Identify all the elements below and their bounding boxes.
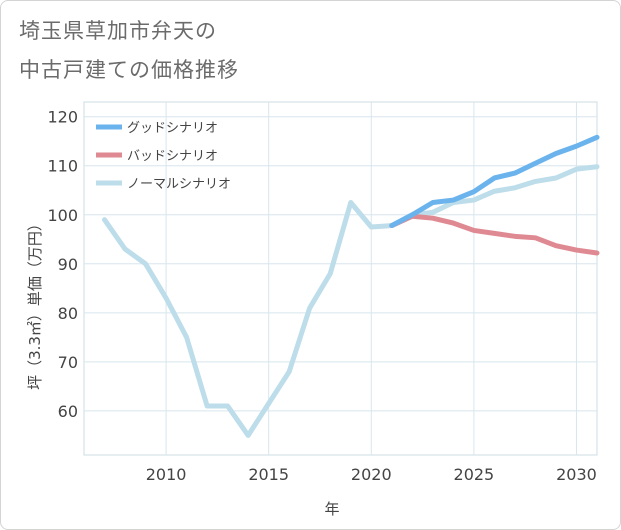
x-tick-label: 2010 xyxy=(146,465,187,484)
y-axis-ticks: 60 70 80 90 100 110 120 xyxy=(47,108,78,421)
x-tick-label: 2020 xyxy=(351,465,392,484)
legend-label: バッドシナリオ xyxy=(127,149,218,164)
x-tick-label: 2030 xyxy=(556,465,597,484)
x-axis-label: 年 xyxy=(324,500,339,518)
y-tick-label: 120 xyxy=(47,108,78,127)
grid-lines xyxy=(83,101,598,456)
series-line-0 xyxy=(389,134,600,229)
y-tick-label: 90 xyxy=(58,255,78,274)
y-tick-label: 110 xyxy=(47,157,78,176)
chart-title-line-2: 中古戸建ての価格推移 xyxy=(19,58,239,82)
y-tick-label: 100 xyxy=(47,206,78,225)
legend-label: ノーマルシナリオ xyxy=(127,177,231,192)
y-axis-label: 坪（3.3㎡）単価（万円） xyxy=(26,216,44,390)
y-tick-label: 80 xyxy=(58,304,78,323)
series-lines xyxy=(102,134,600,438)
x-tick-label: 2015 xyxy=(248,465,289,484)
plot-frame xyxy=(83,101,598,456)
series-line-1 xyxy=(389,213,600,256)
x-axis-ticks: 2010 2015 2020 2025 2030 xyxy=(146,465,597,484)
series-line-2 xyxy=(102,164,600,438)
x-tick-label: 2025 xyxy=(454,465,495,484)
y-tick-label: 60 xyxy=(58,402,78,421)
chart-title-line-1: 埼玉県草加市弁天の xyxy=(19,19,217,43)
y-tick-label: 70 xyxy=(58,353,78,372)
legend-label: グッドシナリオ xyxy=(127,121,218,136)
